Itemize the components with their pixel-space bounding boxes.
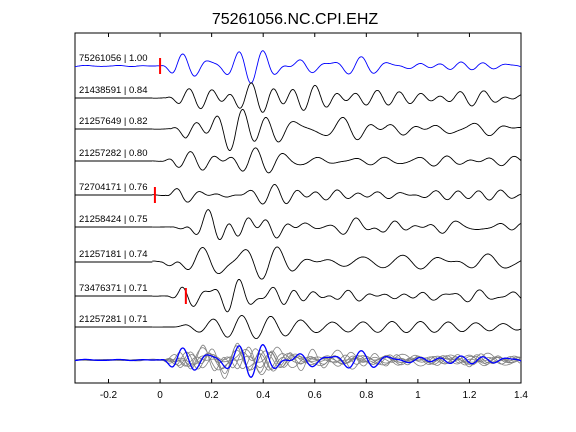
trace-label-3: 21257282 | 0.80: [79, 148, 148, 159]
trace-label-5: 21258424 | 0.75: [79, 214, 148, 225]
x-tick-label-5: 0.8: [359, 390, 373, 401]
x-tick-label-8: 1.4: [514, 390, 528, 401]
trace-line-5: [152, 209, 522, 241]
trace-label-4: 72704171 | 0.76: [79, 182, 148, 193]
trace-line-6: [152, 246, 522, 280]
stacked-waveforms: [74, 342, 522, 379]
pick-markers: [153, 58, 187, 304]
trace-line-8: [152, 315, 522, 340]
trace-label-2: 21257649 | 0.82: [79, 116, 148, 127]
x-tick-label-0: -0.2: [100, 390, 118, 401]
x-tick-label-6: 1: [415, 390, 421, 401]
trace-line-7: [152, 279, 522, 313]
trace-line-1: [152, 82, 522, 113]
x-tick-label-2: 0.2: [205, 390, 219, 401]
trace-line-3: [152, 147, 522, 174]
x-tick-label-1: 0: [157, 390, 163, 401]
trace-line-2: [152, 108, 522, 151]
plot-frame: [74, 32, 522, 384]
x-axis: -0.2 0 0.2 0.4 0.6 0.8 1 1.2 1.4: [100, 33, 528, 401]
chart-title: 75261056.NC.CPI.EHZ: [212, 11, 379, 28]
trace-label-7: 73476371 | 0.71: [79, 283, 148, 294]
trace-label-6: 21257181 | 0.74: [79, 249, 148, 260]
trace-labels: 75261056 | 1.00 21438591 | 0.84 21257649 |…: [79, 53, 148, 325]
waveform-traces: [74, 50, 522, 340]
trace-label-8: 21257281 | 0.71: [79, 314, 148, 325]
trace-label-1: 21438591 | 0.84: [79, 85, 148, 96]
x-tick-label-3: 0.4: [256, 390, 270, 401]
trace-line-4: [152, 184, 522, 205]
x-tick-label-7: 1.2: [462, 390, 476, 401]
stack-line-reference: [74, 344, 522, 378]
trace-label-0: 75261056 | 1.00: [79, 53, 148, 64]
x-tick-label-4: 0.6: [308, 390, 322, 401]
trace-line-0: [74, 50, 522, 84]
